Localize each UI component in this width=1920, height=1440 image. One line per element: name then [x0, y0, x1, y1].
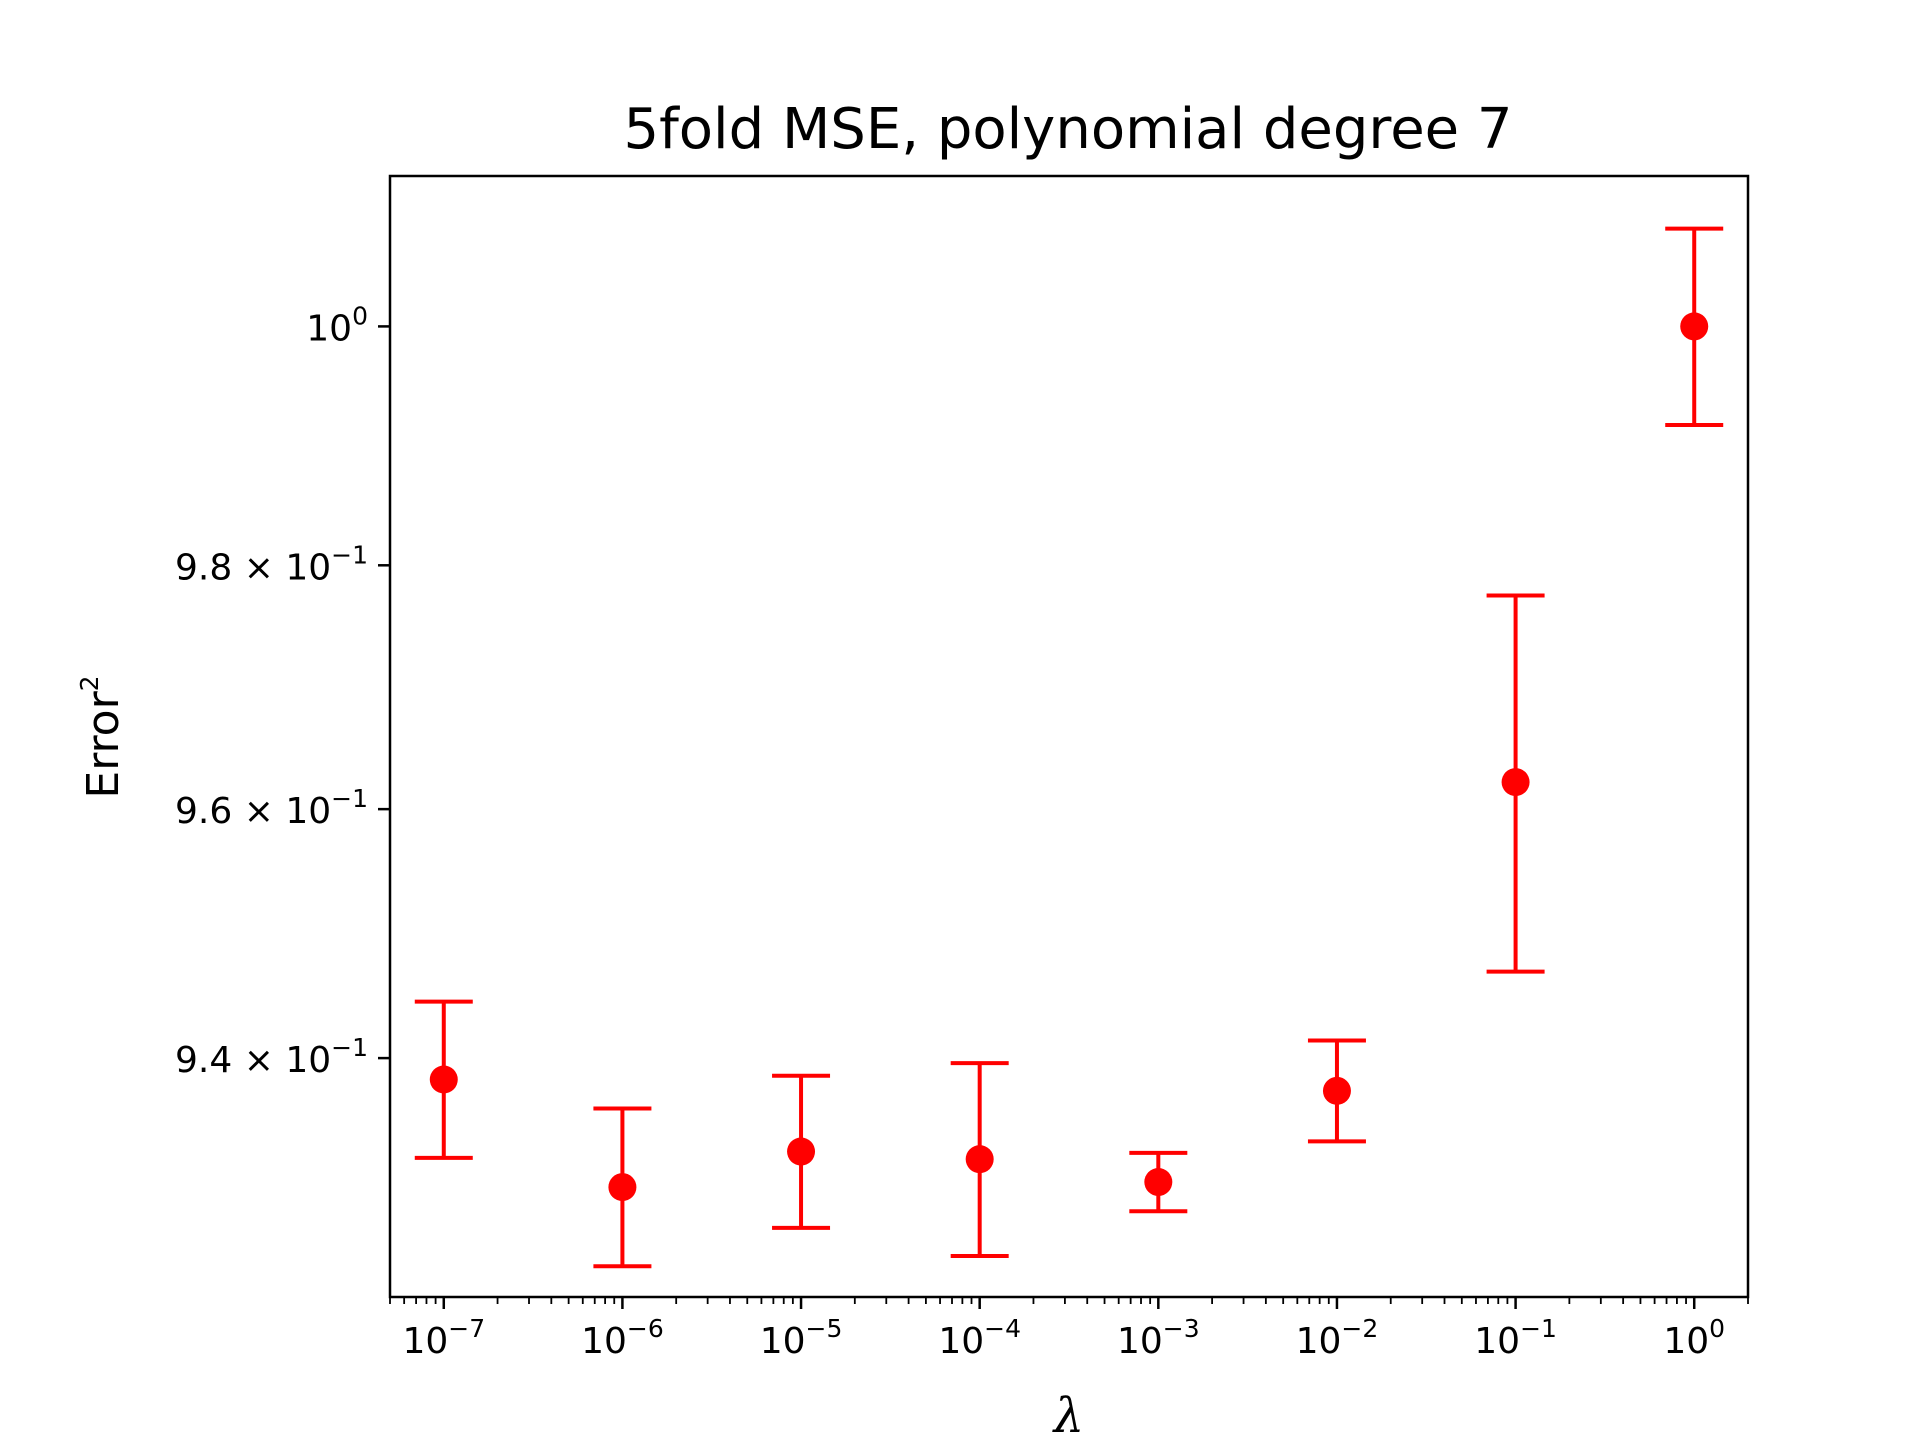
y-tick-label-mantissa: 9.6 × [175, 791, 285, 832]
data-point [1680, 312, 1709, 341]
x-tick-label-base: 10 [760, 1321, 806, 1362]
x-tick-label: 10−4 [938, 1314, 1021, 1362]
x-tick-label: 10−2 [1296, 1314, 1379, 1362]
x-axis-label: λ [1052, 1388, 1084, 1440]
x-tick-label-exponent: 0 [1709, 1314, 1725, 1343]
x-tick-label: 100 [1663, 1314, 1725, 1362]
y-tick-label-exponent: −1 [331, 1033, 368, 1062]
x-tick-label-exponent: −4 [984, 1314, 1021, 1343]
y-tick-label: 9.8 × 10−1 [175, 540, 368, 588]
x-tick-label: 10−7 [402, 1314, 485, 1362]
x-tick-label: 10−1 [1474, 1314, 1557, 1362]
y-axis-label-text: Error [78, 690, 129, 798]
x-tick-label: 10−5 [760, 1314, 843, 1362]
y-tick-label-base: 10 [306, 308, 352, 349]
y-axis-label-superscript: 2 [75, 675, 104, 691]
y-tick-label-mantissa: 9.4 × [175, 1040, 285, 1081]
chart-title: 5fold MSE, polynomial degree 7 [623, 97, 1512, 162]
data-series [414, 226, 1724, 1269]
data-point [787, 1137, 816, 1166]
y-tick-label-exponent: −1 [331, 540, 368, 569]
x-tick-label-exponent: −1 [1520, 1314, 1557, 1343]
y-tick-label: 100 [306, 301, 368, 349]
x-tick-label-exponent: −7 [448, 1314, 485, 1343]
x-tick-label-base: 10 [1117, 1321, 1163, 1362]
y-axis-label: Error2 [75, 675, 129, 798]
x-tick-label-base: 10 [402, 1321, 448, 1362]
y-tick-label-exponent: 0 [352, 301, 368, 330]
data-point [608, 1173, 637, 1202]
x-tick-label-base: 10 [938, 1321, 984, 1362]
x-tick-label: 10−6 [581, 1314, 664, 1362]
data-point [1322, 1076, 1351, 1105]
data-point [965, 1145, 994, 1174]
y-tick-label-exponent: −1 [331, 784, 368, 813]
y-tick-label: 9.4 × 10−1 [175, 1033, 368, 1081]
x-tick-label: 10−3 [1117, 1314, 1200, 1362]
plot-area-frame [388, 174, 1750, 1299]
x-tick-label-base: 10 [1663, 1321, 1709, 1362]
y-tick-label: 9.6 × 10−1 [175, 784, 368, 832]
x-tick-label-exponent: −2 [1341, 1314, 1378, 1343]
x-tick-label-exponent: −5 [806, 1314, 843, 1343]
y-tick-label-base: 10 [285, 547, 331, 588]
x-tick-label-base: 10 [1296, 1321, 1342, 1362]
x-tick-label-base: 10 [1474, 1321, 1520, 1362]
x-tick-label-exponent: −6 [627, 1314, 664, 1343]
y-tick-label-base: 10 [285, 1040, 331, 1081]
y-tick-label-mantissa: 9.8 × [175, 547, 285, 588]
x-tick-label-base: 10 [581, 1321, 627, 1362]
x-axis: 10−7 10−6 10−5 10−4 10−3 10−2 10−1 100 [389, 1297, 1749, 1362]
data-point [1501, 768, 1530, 797]
x-tick-label-exponent: −3 [1163, 1314, 1200, 1343]
data-point [429, 1065, 458, 1094]
data-point [1144, 1168, 1173, 1197]
y-tick-label-base: 10 [285, 791, 331, 832]
